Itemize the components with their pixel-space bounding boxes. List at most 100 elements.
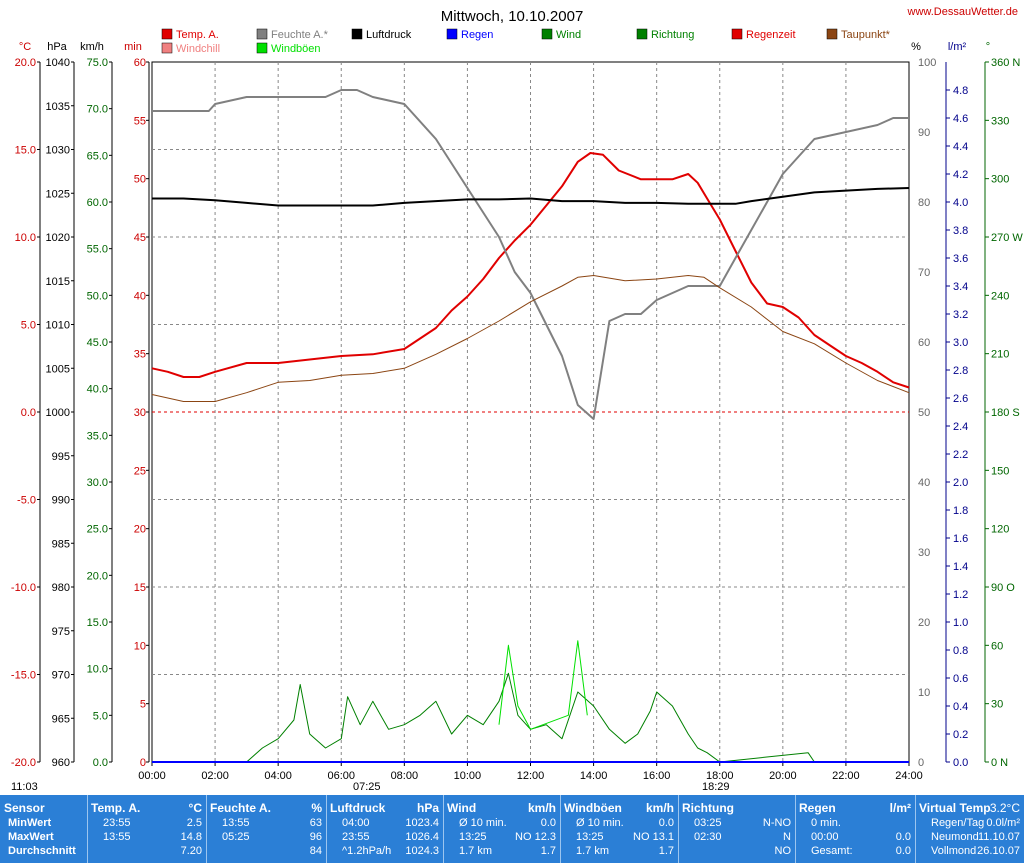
- stats-row: 04:00 1023.4: [330, 817, 439, 831]
- stats-value: 26.10.07: [977, 845, 1020, 857]
- legend-swatch: [731, 28, 743, 40]
- stats-row: Ø 10 min. 0.0: [447, 817, 556, 831]
- rain-tick-label: 2.8: [953, 365, 968, 377]
- humidity-tick-label: 10: [918, 687, 930, 699]
- direction-tick-label: 120: [991, 524, 1009, 536]
- pressure-tick-label: 960: [52, 757, 70, 769]
- direction-tick-label: 360 N: [991, 57, 1020, 69]
- stats-column: Regen l/m² 0 min. 00:00 0.0 Gesamt: 0.0: [795, 795, 916, 863]
- stats-row: Vollmond 26.10.07: [919, 845, 1020, 859]
- rainmin-tick-label: 10: [134, 640, 146, 652]
- direction-tick-label: 270 W: [991, 232, 1023, 244]
- humidity-unit: %: [911, 41, 921, 53]
- rain-tick-label: 0.6: [953, 673, 968, 685]
- direction-unit: °: [986, 41, 990, 53]
- stats-cell: Vollmond: [931, 845, 977, 857]
- wind-tick-label: 60.0: [87, 197, 108, 209]
- stats-column-unit: l/m²: [889, 801, 911, 815]
- stats-row: 7.20: [91, 845, 202, 859]
- legend-label: Richtung: [651, 29, 694, 41]
- stats-column: Feuchte A.% 13:55 63 05:25 96 84: [206, 795, 327, 863]
- pressure-tick-label: 980: [52, 582, 70, 594]
- rain-tick-label: 1.4: [953, 561, 968, 573]
- humidity-tick-label: 70: [918, 267, 930, 279]
- stats-column: Temp. A. °C 23:55 2.5 13:55 14.8 7.20: [87, 795, 207, 863]
- stats-cell: Ø 10 min.: [576, 817, 624, 829]
- pressure-tick-label: 965: [52, 713, 70, 725]
- pressure-tick-label: 1010: [46, 320, 70, 332]
- stats-row: Regen/Tag 0.0l/m²: [919, 817, 1020, 831]
- direction-tick-label: 330: [991, 115, 1009, 127]
- stats-cell: 0 min.: [811, 817, 841, 829]
- humidity-tick-label: 50: [918, 407, 930, 419]
- rain-tick-label: 4.0: [953, 197, 968, 209]
- legend-swatch: [826, 28, 838, 40]
- stats-value: 11.10.07: [977, 831, 1020, 843]
- stats-column-head: Feuchte A.: [210, 801, 271, 815]
- wind-tick-label: 30.0: [87, 477, 108, 489]
- legend-label: Feuchte A.*: [271, 29, 329, 41]
- wind-tick-label: 35.0: [87, 430, 108, 442]
- stats-cell: MinWert: [8, 817, 52, 829]
- legend-label: Luftdruck: [366, 29, 412, 41]
- temp-tick-label: -15.0: [11, 670, 36, 682]
- stats-column-unit: %: [311, 801, 322, 815]
- stats-value: 0.0: [895, 831, 911, 843]
- stats-row: MaxWert: [4, 831, 83, 845]
- series-line: [152, 187, 910, 207]
- stats-column: Luftdruck hPa 04:00 1023.4 23:55 1026.4 ^1.2hP…: [326, 795, 444, 863]
- stats-cell: 00:00: [811, 831, 839, 843]
- wind-tick-label: 45.0: [87, 337, 108, 349]
- rain-tick-label: 4.4: [953, 141, 968, 153]
- pressure-tick-label: 985: [52, 538, 70, 550]
- sun-moon-row: 11:03 07:25 18:29: [0, 781, 1024, 795]
- pressure-unit: hPa: [47, 41, 67, 53]
- stats-cell: 13:55: [103, 831, 131, 843]
- series-line: [498, 640, 588, 730]
- stats-row: 13:25 NO 12.3: [447, 831, 556, 845]
- moon-time: 11:03: [11, 781, 38, 793]
- stats-cell: 23:55: [342, 831, 370, 843]
- rainmin-tick-label: 0: [140, 757, 146, 769]
- stats-cell: ^1.2hPa/h: [342, 845, 392, 857]
- rain-tick-label: 0.4: [953, 701, 968, 713]
- legend-swatch: [256, 42, 268, 54]
- stats-cell: 13:25: [459, 831, 487, 843]
- stats-column-head: Wind: [447, 801, 477, 815]
- stats-row: 0 min.: [799, 817, 911, 831]
- rain-tick-label: 3.8: [953, 225, 968, 237]
- rainmin-tick-label: 15: [134, 582, 146, 594]
- humidity-tick-label: 40: [918, 477, 930, 489]
- legend-label: Taupunkt*: [841, 29, 891, 41]
- stats-column-unit: hPa: [416, 801, 439, 815]
- humidity-tick-label: 30: [918, 547, 930, 559]
- time-tick-label: 14:00: [580, 770, 608, 782]
- rain-tick-label: 3.0: [953, 337, 968, 349]
- stats-cell: 05:25: [222, 831, 250, 843]
- time-tick-label: 18:00: [706, 770, 734, 782]
- stats-cell: Neumond: [931, 831, 979, 843]
- wind-tick-label: 50.0: [87, 290, 108, 302]
- wind-tick-label: 25.0: [87, 524, 108, 536]
- stats-row: NO: [682, 845, 792, 859]
- stats-column-unit: km/h: [527, 801, 556, 815]
- stats-cell: 13:55: [222, 817, 250, 829]
- rain-tick-label: 2.6: [953, 393, 968, 405]
- axis-ticks: 20.015.010.05.00.0-5.0-10.0-15.0-20.0104…: [11, 57, 1023, 782]
- direction-tick-label: 210: [991, 349, 1009, 361]
- rain-tick-label: 4.6: [953, 113, 968, 125]
- statistics-panel: Sensor MinWert MaxWert Durchschnitt Temp. A.…: [0, 795, 1024, 863]
- time-tick-label: 24:00: [895, 770, 923, 782]
- direction-tick-label: 0 N: [991, 757, 1008, 769]
- stats-column: Wind km/h Ø 10 min. 0.0 13:25 NO 12.3 1.7 km 1.…: [443, 795, 561, 863]
- stats-cell: 04:00: [342, 817, 370, 829]
- temp-tick-label: 20.0: [15, 57, 36, 69]
- wind-tick-label: 40.0: [87, 384, 108, 396]
- stats-value: N: [783, 831, 791, 843]
- pressure-tick-label: 990: [52, 495, 70, 507]
- rainmin-unit: min: [124, 41, 142, 53]
- site-link[interactable]: www.DessauWetter.de: [907, 6, 1018, 18]
- stats-row: ^1.2hPa/h 1024.3: [330, 845, 439, 859]
- stats-row: 02:30 N: [682, 831, 791, 845]
- stats-column-head: Windböen: [564, 801, 622, 815]
